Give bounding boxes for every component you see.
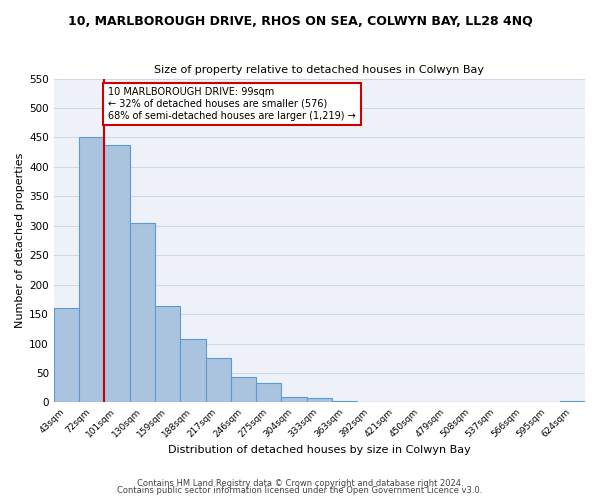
Text: 10, MARLBOROUGH DRIVE, RHOS ON SEA, COLWYN BAY, LL28 4NQ: 10, MARLBOROUGH DRIVE, RHOS ON SEA, COLW… (68, 15, 532, 28)
Y-axis label: Number of detached properties: Number of detached properties (15, 153, 25, 328)
X-axis label: Distribution of detached houses by size in Colwyn Bay: Distribution of detached houses by size … (168, 445, 471, 455)
Title: Size of property relative to detached houses in Colwyn Bay: Size of property relative to detached ho… (154, 65, 484, 75)
Text: Contains public sector information licensed under the Open Government Licence v3: Contains public sector information licen… (118, 486, 482, 495)
Bar (560, 400, 585, 402)
Bar (54, 308, 79, 402)
Bar (104, 144, 130, 402)
Text: Contains HM Land Registry data © Crown copyright and database right 2024.: Contains HM Land Registry data © Crown c… (137, 478, 463, 488)
Bar (206, 358, 231, 403)
Bar (130, 223, 155, 402)
Bar (281, 396, 307, 402)
Bar (231, 376, 256, 402)
Bar (307, 398, 332, 402)
Text: 10 MARLBOROUGH DRIVE: 99sqm
← 32% of detached houses are smaller (576)
68% of se: 10 MARLBOROUGH DRIVE: 99sqm ← 32% of det… (108, 88, 356, 120)
Bar (79, 138, 104, 402)
Bar (180, 339, 206, 402)
Bar (256, 383, 281, 402)
Bar (155, 306, 180, 402)
